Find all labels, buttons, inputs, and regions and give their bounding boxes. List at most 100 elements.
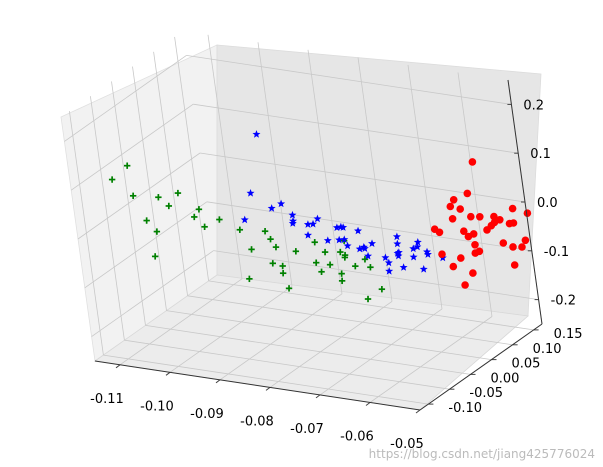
x-tick-mark	[365, 402, 371, 406]
data-point-plus	[108, 176, 116, 183]
grid-line-z	[70, 103, 194, 191]
data-point-circle	[446, 202, 455, 211]
x-tick-labels: -0.11 -0.10 -0.09 -0.08 -0.07 -0.06 -0.05	[90, 392, 424, 452]
data-point-circle	[490, 212, 498, 221]
x-tick-label: -0.09	[190, 407, 224, 422]
x-tick-mark	[415, 409, 421, 414]
data-point-circle	[475, 247, 484, 256]
data-point-circle	[510, 261, 519, 269]
data-point-star	[413, 242, 422, 251]
x-tick-label: -0.06	[340, 430, 374, 445]
data-point-plus	[216, 216, 223, 223]
grid-line-z	[213, 250, 539, 300]
data-point-plus	[267, 235, 274, 243]
z-tick-label: -0.2	[551, 294, 576, 309]
data-point-star	[340, 235, 349, 243]
x-tick-mark	[165, 371, 171, 376]
grid-line-z	[64, 55, 187, 142]
data-point-star	[393, 239, 402, 248]
data-point-circle	[509, 219, 518, 227]
data-point-plus	[174, 189, 182, 197]
x-tick-label: -0.08	[240, 414, 274, 429]
x-tick-label: -0.11	[90, 392, 124, 407]
data-point-star	[313, 214, 322, 223]
data-point-circle	[476, 213, 484, 221]
data-point-plus	[279, 269, 287, 277]
grid-line-x	[319, 308, 443, 396]
x-tick-mark	[265, 386, 271, 391]
z-tick-label: 0.2	[523, 98, 544, 113]
data-point-star	[246, 189, 255, 197]
data-point-plus	[378, 285, 386, 293]
data-point-plus	[292, 248, 300, 255]
data-point-circle	[468, 158, 477, 166]
data-point-circle	[469, 269, 477, 277]
data-point-circle	[490, 218, 499, 227]
data-point-star	[413, 238, 422, 246]
data-point-circle	[430, 225, 439, 233]
data-point-plus	[364, 295, 372, 303]
data-point-plus	[352, 262, 359, 270]
data-point-plus	[195, 206, 203, 213]
data-point-circle	[449, 262, 458, 271]
y-tick-label: 0.10	[533, 342, 562, 357]
data-point-plus	[367, 264, 374, 271]
grid-line-y	[208, 280, 534, 331]
data-point-star	[252, 130, 261, 138]
data-point-plus	[338, 270, 345, 277]
data-point-star	[267, 204, 276, 212]
axis-lines	[94, 79, 543, 414]
x-tick-mark	[215, 379, 221, 384]
data-point-plus	[155, 194, 162, 201]
data-point-circle	[448, 215, 457, 223]
data-point-circle	[523, 209, 532, 217]
data-point-plus	[143, 217, 150, 224]
data-point-star	[393, 249, 402, 257]
data-point-star	[381, 253, 390, 262]
data-points	[108, 130, 532, 303]
data-point-circle	[456, 205, 465, 213]
data-point-plus	[129, 192, 137, 200]
z-tick-labels: -0.2 -0.1 0.0 0.1 0.2	[523, 98, 576, 308]
y-axis-line	[419, 323, 543, 411]
grid-line-z	[91, 250, 214, 337]
data-point-plus	[337, 248, 344, 256]
data-point-plus	[318, 268, 325, 275]
data-point-plus	[246, 275, 253, 283]
data-point-circle	[457, 254, 465, 262]
data-point-star	[288, 210, 297, 219]
data-point-plus	[341, 251, 349, 259]
data-point-star	[409, 252, 418, 261]
x-tick-label: -0.10	[140, 399, 174, 414]
data-point-circle	[499, 239, 508, 247]
grid-line-y	[145, 325, 471, 375]
y-tick-label: -0.05	[469, 386, 503, 401]
data-point-star	[332, 223, 341, 232]
y-tick-labels: -0.10-0.050.000.050.100.15	[448, 327, 582, 416]
x-tick-mark	[315, 394, 321, 399]
data-point-star	[354, 226, 363, 235]
data-point-star	[392, 232, 401, 241]
z-tick-label: 0.0	[537, 196, 558, 211]
z-tick-label: 0.1	[530, 147, 551, 162]
data-point-plus	[311, 239, 318, 246]
data-point-circle	[508, 204, 517, 213]
grid-line-z	[186, 55, 512, 105]
data-point-star	[323, 236, 332, 244]
data-point-star	[419, 265, 428, 273]
data-point-circle	[467, 212, 475, 221]
data-point-plus	[285, 285, 293, 292]
data-point-plus	[269, 260, 276, 267]
data-point-circle	[460, 227, 468, 235]
grid-line-x	[119, 278, 243, 366]
data-point-circle	[438, 250, 446, 258]
data-point-star	[385, 266, 394, 275]
data-point-star	[240, 215, 249, 224]
data-point-circle	[471, 241, 479, 249]
data-point-plus	[279, 262, 286, 270]
data-point-star	[335, 235, 344, 244]
x-tick-label: -0.07	[290, 422, 324, 437]
data-point-plus	[321, 248, 329, 256]
data-point-star	[343, 241, 352, 250]
